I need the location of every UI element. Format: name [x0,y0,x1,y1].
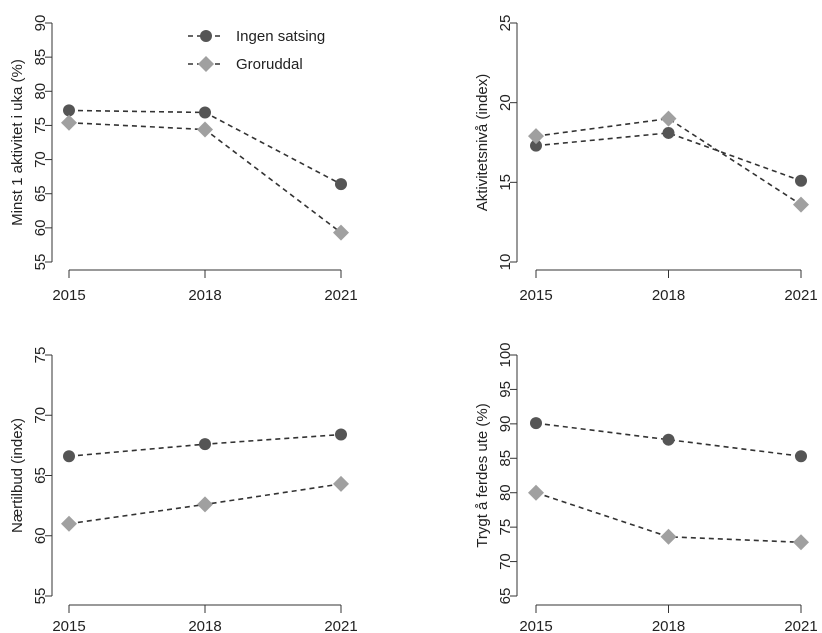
data-point-series-1 [63,450,75,463]
x-tick-label: 2015 [519,287,552,304]
y-tick-label: 70 [32,151,49,168]
x-tick-label: 2015 [52,618,85,633]
data-point-series-2 [197,121,213,138]
y-axis-label: Aktivitetsnivå (index) [474,74,491,212]
y-tick-label: 15 [497,174,514,191]
x-tick-label: 2018 [188,618,221,633]
data-point-series-2 [197,496,213,513]
y-tick-label: 75 [497,519,514,536]
data-point-series-1 [335,428,347,441]
y-tick-label: 95 [497,381,514,398]
data-point-series-1 [530,417,542,430]
data-point-series-2 [333,224,349,241]
y-tick-label: 80 [497,484,514,501]
data-point-series-2 [660,110,677,127]
x-tick-label: 2015 [519,618,552,633]
data-point-series-1 [662,126,675,139]
x-tick-label: 2021 [784,287,817,304]
panel-4: 65 70 75 80 85 90 95 100 Trygt å ferdes ute (%) 2… [474,342,818,633]
data-point-series-2 [61,114,77,131]
y-tick-label: 75 [32,117,49,134]
y-tick-label: 70 [32,407,49,424]
data-point-series-1 [199,106,211,119]
y-tick-label: 20 [497,94,514,111]
data-point-series-1 [199,438,211,451]
series-line-1 [68,109,342,185]
legend-marker [198,56,214,72]
data-point-series-1 [795,174,807,187]
data-point-series-2 [61,515,77,532]
y-tick-label: 25 [497,15,514,32]
data-point-series-2 [528,128,544,145]
panel-3: 55 60 65 70 75 Nærtilbud (index) 2015 2018 2021 [9,347,358,633]
y-tick-label: 85 [497,450,514,467]
panel-2: 10 15 20 25 Aktivitetsnivå (index) 2015 2018 20… [474,15,818,304]
x-tick-label: 2018 [652,618,685,633]
series-line-1 [535,132,802,182]
data-point-series-1 [335,178,347,191]
x-tick-label: 2018 [652,287,685,304]
data-point-series-2 [333,475,349,492]
y-tick-label: 75 [32,347,49,364]
y-tick-label: 90 [497,416,514,433]
data-point-series-2 [660,528,677,545]
y-tick-label: 65 [497,588,514,605]
legend: Ingen satsing Groruddal [188,28,325,73]
x-tick-label: 2021 [324,287,357,304]
y-tick-label: 65 [32,185,49,202]
panel-1: 55 60 65 70 75 80 85 90 Minst 1 aktivitet i uka … [9,15,358,304]
data-point-series-2 [793,534,809,551]
data-point-series-1 [795,450,807,463]
y-tick-label: 55 [32,254,49,271]
x-tick-label: 2021 [784,618,817,633]
y-tick-label: 10 [497,254,514,271]
x-tick-label: 2015 [52,287,85,304]
data-point-series-1 [662,433,675,446]
series-line-2 [68,121,342,234]
data-point-series-1 [63,104,75,117]
data-point-series-1 [530,139,542,152]
data-point-series-2 [793,196,809,213]
series-line-2 [535,117,802,206]
legend-label: Groruddal [236,56,303,73]
y-tick-label: 90 [32,15,49,32]
y-tick-label: 55 [32,588,49,605]
y-axis-label: Nærtilbud (index) [9,418,26,533]
x-tick-label: 2018 [188,287,221,304]
data-point-series-2 [528,484,544,501]
y-axis-label: Minst 1 aktivitet i uka (%) [9,59,26,226]
y-tick-label: 60 [32,220,49,237]
y-tick-label: 65 [32,467,49,484]
y-tick-label: 80 [32,83,49,100]
y-tick-label: 60 [32,527,49,544]
y-tick-label: 85 [32,49,49,66]
y-tick-label: 70 [497,553,514,570]
y-axis-label: Trygt å ferdes ute (%) [474,403,491,548]
legend-marker [200,30,212,42]
x-tick-label: 2021 [324,618,357,633]
y-tick-label: 100 [497,342,514,367]
legend-label: Ingen satsing [236,28,325,45]
